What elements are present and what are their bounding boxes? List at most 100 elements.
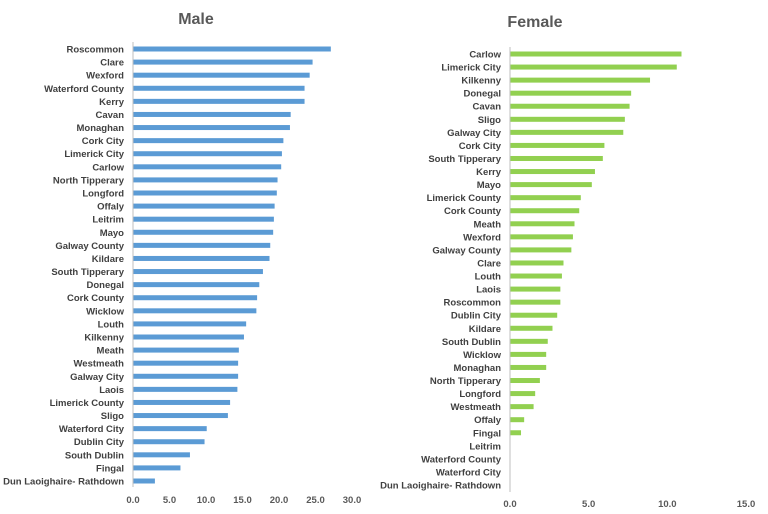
female-bar xyxy=(510,155,603,161)
female-bar xyxy=(510,51,682,57)
female-bar xyxy=(510,404,534,410)
female-bar xyxy=(510,338,548,344)
male-bar xyxy=(133,347,239,353)
male-bar xyxy=(133,46,331,52)
female-category-label: Clare xyxy=(477,258,501,269)
female-x-tick-label: 0.0 xyxy=(503,499,516,510)
male-bar xyxy=(133,151,282,157)
male-category-label: Louth xyxy=(98,319,125,330)
male-category-label: Laois xyxy=(99,385,124,396)
female-category-label: North Tipperary xyxy=(430,376,502,387)
male-category-label: Kildare xyxy=(92,254,124,265)
female-bar xyxy=(510,77,651,83)
male-bar xyxy=(133,269,263,275)
female-category-label: Cork County xyxy=(444,206,502,217)
female-bar xyxy=(510,286,561,292)
female-category-label: Westmeath xyxy=(450,402,501,413)
male-x-tick-label: 25.0 xyxy=(306,495,325,506)
male-x-tick-label: 5.0 xyxy=(163,495,176,506)
female-bar xyxy=(510,260,564,266)
female-category-label: Louth xyxy=(475,272,502,283)
male-category-label: Westmeath xyxy=(73,359,124,370)
female-bar xyxy=(510,182,592,188)
male-category-label: Leitrim xyxy=(92,215,124,226)
male-category-label: Wexford xyxy=(86,71,124,82)
male-x-tick-label: 30.0 xyxy=(343,495,362,506)
female-category-label: Kerry xyxy=(476,167,502,178)
female-category-label: South Dublin xyxy=(442,337,501,348)
male-category-label: Waterford City xyxy=(59,424,125,435)
female-category-label: Leitrim xyxy=(469,441,501,452)
male-category-label: South Tipperary xyxy=(51,267,124,278)
male-category-label: Galway County xyxy=(55,241,124,252)
female-category-label: Galway City xyxy=(447,128,502,139)
female-bar xyxy=(510,195,581,201)
male-category-label: Fingal xyxy=(96,463,124,474)
male-bar xyxy=(133,452,190,458)
male-bar xyxy=(133,85,305,91)
female-chart: Female Carlow Limerick City Kilkenny Donega… xyxy=(380,14,755,510)
female-category-label: Galway County xyxy=(432,245,501,256)
female-category-label: Wicklow xyxy=(463,350,502,361)
female-category-label: Dublin City xyxy=(451,311,502,322)
male-bar xyxy=(133,164,282,170)
male-bar xyxy=(133,125,290,131)
female-bar xyxy=(510,299,561,305)
male-category-label: Roscommon xyxy=(66,45,124,56)
female-bar xyxy=(510,247,572,253)
male-category-label: Dun Laoighaire- Rathdown xyxy=(3,477,124,488)
female-bar xyxy=(510,169,595,175)
male-category-labels: Roscommon Clare Wexford Waterford County Ker… xyxy=(3,45,125,488)
male-bar xyxy=(133,439,205,445)
male-bar xyxy=(133,72,310,78)
male-category-label: North Tipperary xyxy=(53,175,125,186)
female-category-label: Waterford City xyxy=(436,467,502,478)
female-category-label: Mayo xyxy=(477,180,501,191)
male-bar xyxy=(133,216,274,222)
male-bar xyxy=(133,321,247,327)
female-bar xyxy=(510,208,580,214)
male-bar xyxy=(133,413,228,419)
male-category-label: Waterford County xyxy=(44,84,125,95)
male-bar xyxy=(133,229,274,235)
male-bar xyxy=(133,295,258,301)
female-bar xyxy=(510,129,624,135)
female-bar xyxy=(510,234,573,240)
female-bar xyxy=(510,364,547,370)
male-category-label: Offaly xyxy=(97,202,125,213)
female-category-label: Kilkenny xyxy=(461,76,501,87)
female-bar xyxy=(510,378,540,384)
male-category-label: Clare xyxy=(100,58,124,69)
male-category-label: Kerry xyxy=(99,97,125,108)
male-bar xyxy=(133,426,207,432)
male-bar xyxy=(133,360,239,366)
female-bar xyxy=(510,430,522,436)
male-bar xyxy=(133,177,278,183)
female-category-labels: Carlow Limerick City Kilkenny Donegal Cavan S… xyxy=(380,50,502,492)
female-category-label: Dun Laoighaire- Rathdown xyxy=(380,481,501,492)
male-bar xyxy=(133,399,231,405)
female-category-label: Cork City xyxy=(459,141,502,152)
male-category-label: Dublin City xyxy=(74,437,125,448)
female-category-label: Meath xyxy=(474,219,502,230)
male-x-tick-label: 0.0 xyxy=(126,495,139,506)
female-bar xyxy=(510,142,605,148)
male-bar xyxy=(133,465,181,471)
female-category-label: Sligo xyxy=(478,115,501,126)
male-category-label: Kilkenny xyxy=(84,333,124,344)
female-bar xyxy=(510,90,632,96)
female-bar xyxy=(510,221,575,227)
male-category-label: Sligo xyxy=(101,411,124,422)
male-category-label: Longford xyxy=(82,189,124,200)
male-x-tick-label: 10.0 xyxy=(197,495,216,506)
male-bar xyxy=(133,98,305,104)
female-category-label: Limerick City xyxy=(441,63,501,74)
male-bar xyxy=(133,308,257,314)
male-bar xyxy=(133,203,275,209)
male-category-label: Meath xyxy=(97,346,125,357)
male-bar xyxy=(133,478,155,484)
male-bar xyxy=(133,111,291,117)
male-chart: Male Roscommon Clare Wexford Waterford Coun… xyxy=(3,11,361,506)
female-category-label: Limerick County xyxy=(427,193,502,204)
